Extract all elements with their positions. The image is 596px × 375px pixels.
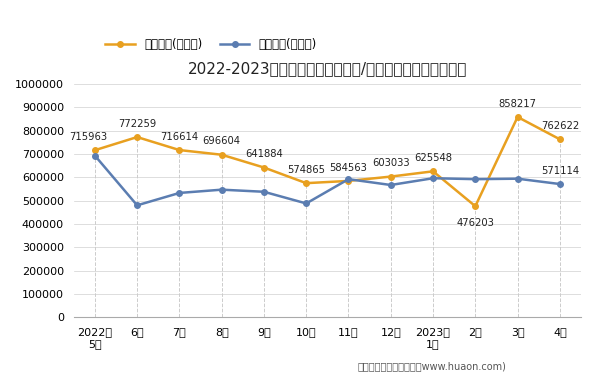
Text: 603033: 603033 [372,158,409,168]
Text: 858217: 858217 [499,99,536,109]
Legend: 出口总额(万美元), 进口总额(万美元): 出口总额(万美元), 进口总额(万美元) [105,38,317,51]
出口总额(万美元) [556,137,563,142]
出口总额(万美元) [514,115,521,119]
Text: 762622: 762622 [541,121,579,131]
进口总额(万美元) [345,177,352,182]
出口总额(万美元) [260,165,268,170]
进口总额(万美元) [303,201,310,206]
进口总额(万美元) [218,188,225,192]
出口总额(万美元) [134,135,141,139]
进口总额(万美元) [176,191,183,195]
出口总额(万美元) [176,148,183,152]
Text: 571114: 571114 [541,166,579,176]
进口总额(万美元) [91,153,98,158]
出口总额(万美元) [472,204,479,209]
进口总额(万美元) [134,203,141,208]
Text: 716614: 716614 [160,132,198,142]
进口总额(万美元) [556,182,563,186]
出口总额(万美元) [303,181,310,185]
出口总额(万美元) [387,174,395,179]
出口总额(万美元) [430,169,437,174]
Text: 574865: 574865 [287,165,325,175]
Text: 584563: 584563 [330,163,368,172]
Line: 出口总额(万美元): 出口总额(万美元) [92,114,563,209]
Title: 2022-2023年河北省（境内目的地/货源地）进、出口额统计: 2022-2023年河北省（境内目的地/货源地）进、出口额统计 [188,61,467,76]
出口总额(万美元) [91,148,98,153]
进口总额(万美元) [472,177,479,182]
出口总额(万美元) [345,178,352,183]
Text: 696604: 696604 [203,136,241,146]
Text: 772259: 772259 [118,119,156,129]
进口总额(万美元) [430,176,437,180]
进口总额(万美元) [260,189,268,194]
Text: 476203: 476203 [457,218,494,228]
Text: 715963: 715963 [69,132,107,142]
进口总额(万美元) [387,183,395,187]
Text: 625548: 625548 [414,153,452,163]
Text: 641884: 641884 [245,149,283,159]
Text: 制图：华经产业研究院（www.huaon.com): 制图：华经产业研究院（www.huaon.com) [358,361,507,371]
出口总额(万美元) [218,153,225,157]
进口总额(万美元) [514,177,521,181]
Line: 进口总额(万美元): 进口总额(万美元) [92,153,563,208]
